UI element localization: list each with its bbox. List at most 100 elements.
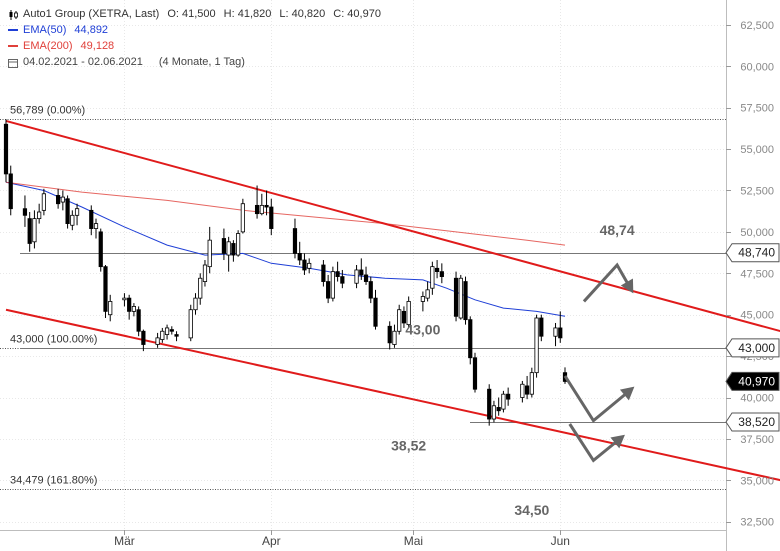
candle-body: [496, 407, 501, 412]
candle: [434, 260, 440, 279]
period-text: (4 Monate, 1 Tag): [158, 56, 245, 68]
ema50-label: EMA(50): [23, 24, 67, 36]
candle: [558, 311, 563, 343]
candle: [269, 198, 274, 236]
candle: [307, 258, 312, 274]
candle-body: [397, 309, 402, 332]
candle-body: [131, 306, 137, 312]
price-annotation: 34,50: [514, 502, 549, 518]
candle: [3, 119, 9, 183]
y-tick-label: 55,000: [740, 144, 774, 156]
candle: [188, 304, 193, 342]
candle-body: [103, 266, 108, 312]
candle: [226, 236, 231, 272]
candle: [8, 165, 13, 216]
channel-lower-line: [5, 308, 780, 482]
candle: [529, 367, 534, 398]
price-tag-label: 38,520: [738, 415, 775, 429]
price-tag-label: 40,970: [738, 374, 775, 388]
candle: [155, 332, 160, 348]
ohlc-high: H: 41,820: [223, 8, 272, 20]
candle-body: [335, 271, 340, 277]
candle: [430, 261, 435, 295]
fib-level-label: 34,479 (161.80%): [10, 475, 97, 487]
candle: [264, 190, 269, 216]
arrow-head-icon: [610, 434, 625, 449]
candle-body: [269, 206, 274, 229]
price-annotation: 38,52: [391, 438, 426, 454]
candle: [534, 314, 539, 378]
price-annotation: 48,74: [600, 222, 635, 238]
legend-range-row: 04.02.2021 - 02.06.2021 (4 Monate, 1 Tag…: [8, 54, 381, 70]
candle-body: [174, 334, 179, 337]
candle: [520, 380, 525, 403]
candle-body: [98, 231, 103, 268]
candle-body: [373, 297, 378, 327]
candle: [193, 293, 198, 315]
candle-body: [65, 198, 70, 224]
candle-body: [525, 385, 530, 395]
y-tick-label: 47,500: [740, 268, 774, 280]
y-tick-label: 35,000: [740, 475, 774, 487]
candle: [103, 265, 108, 318]
candle: [122, 293, 127, 307]
horizontal-levels: 56,789 (0.00%) 43,000 (100.00%) 34,479 (16…: [0, 105, 726, 490]
y-tick-label: 60,000: [740, 61, 774, 73]
candle-body: [41, 193, 46, 211]
y-tick-label: 52,500: [740, 185, 774, 197]
candle: [425, 281, 430, 302]
candle-body: [453, 277, 459, 317]
candle-body: [340, 276, 345, 284]
candle: [506, 387, 511, 406]
candle-body: [359, 269, 364, 276]
candle: [453, 271, 459, 322]
candle-body: [434, 267, 440, 273]
candle: [60, 190, 65, 211]
trend-channel: [5, 119, 780, 482]
candle-body: [164, 327, 170, 335]
candle-body: [202, 264, 208, 282]
candle-body: [226, 241, 231, 256]
candle-body: [297, 253, 302, 261]
candle-body: [425, 289, 430, 299]
candle-body: [169, 329, 174, 332]
candle-body: [354, 269, 359, 284]
candle: [392, 324, 397, 348]
candle: [354, 265, 359, 289]
x-tick-label: Jun: [551, 534, 570, 548]
y-tick-label: 32,500: [740, 517, 774, 529]
candle: [525, 375, 530, 400]
candle: [65, 195, 70, 229]
y-tick-label: 57,500: [740, 103, 774, 115]
legend-ema200-row: EMA(200) 49,128: [8, 38, 381, 54]
ohlc-close: C: 40,970: [333, 8, 381, 20]
candle-body: [141, 330, 146, 345]
candle-body: [56, 195, 61, 205]
price-tag-box: [725, 371, 780, 391]
candle: [164, 324, 170, 340]
candle: [41, 188, 46, 216]
candle-body: [264, 204, 269, 208]
candle: [207, 226, 212, 274]
candle-body: [136, 309, 141, 332]
candle-body: [491, 405, 497, 420]
candle: [340, 269, 345, 289]
candle: [359, 258, 364, 280]
arrow-head-icon: [620, 278, 634, 294]
candle-body: [32, 218, 37, 243]
candle-body: [231, 243, 236, 256]
scenario-arrow: [568, 423, 623, 463]
candle: [468, 316, 473, 365]
y-tick-label: 50,000: [740, 227, 774, 239]
candle: [553, 322, 558, 347]
candle-body: [3, 123, 9, 175]
candle-body: [401, 310, 407, 324]
candle-body: [363, 274, 369, 282]
candle: [368, 276, 373, 304]
channel-upper-line: [5, 119, 780, 333]
candle-body: [520, 383, 525, 398]
candle-body: [207, 239, 212, 268]
candle-body: [27, 218, 32, 244]
candle: [236, 230, 241, 257]
